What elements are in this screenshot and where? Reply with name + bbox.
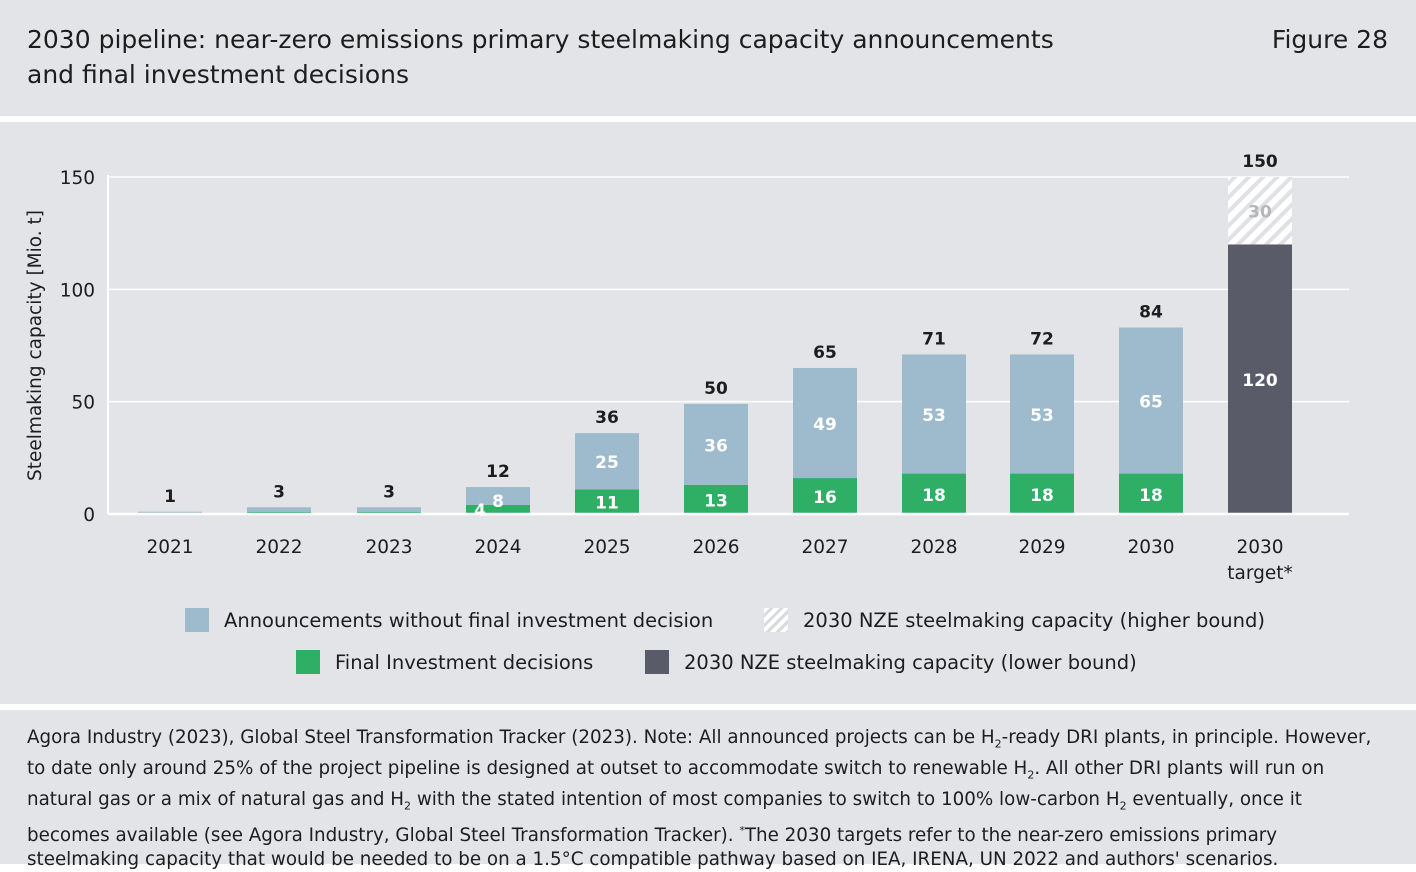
source-note-part: with the stated intention of most compan… xyxy=(411,788,1120,810)
x-tick-label: 2024 xyxy=(474,537,521,558)
bar-total-label: 3 xyxy=(383,482,395,502)
segment-value-label: 36 xyxy=(704,436,728,456)
footer-panel: Agora Industry (2023), Global Steel Tran… xyxy=(0,710,1416,870)
segment-value-label: 16 xyxy=(813,488,837,508)
x-tick-label: 2025 xyxy=(583,537,630,558)
bar-segment-fid xyxy=(575,489,639,514)
legend-item-nze-lower: 2030 NZE steelmaking capacity (lower bou… xyxy=(645,650,1137,674)
bar-segment-announcements xyxy=(575,433,639,490)
legend-label-nze-lower: 2030 NZE steelmaking capacity (lower bou… xyxy=(684,650,1137,674)
x-tick-label: 2028 xyxy=(910,537,957,558)
x-tick-label: 2027 xyxy=(801,537,848,558)
x-tick-label: 2021 xyxy=(146,537,193,558)
bar-total-label: 65 xyxy=(813,343,837,363)
legend-swatch-nze-lower xyxy=(645,650,669,674)
bar-total-label: 84 xyxy=(1139,303,1163,323)
bar-segment-announcements xyxy=(1010,354,1074,474)
legend-item-fid: Final Investment decisions xyxy=(296,650,593,674)
segment-value-label: 65 xyxy=(1139,393,1163,413)
y-tick-label: 100 xyxy=(60,280,95,301)
legend-label-announcements: Announcements without final investment d… xyxy=(224,608,714,632)
segment-value-label: 18 xyxy=(1139,486,1163,506)
y-tick-label: 50 xyxy=(71,393,95,414)
segment-value-label: 13 xyxy=(704,491,728,511)
x-tick-label: 2030 xyxy=(1127,537,1174,558)
y-axis-title: Steelmaking capacity [Mio. t] xyxy=(25,210,46,481)
segment-value-label: 49 xyxy=(813,415,837,435)
segment-value-label: 18 xyxy=(1030,486,1054,506)
segment-value-label: 30 xyxy=(1248,203,1272,223)
bar-total-label: 50 xyxy=(704,379,728,399)
subscript: 2 xyxy=(1027,768,1035,782)
legend-swatch-nze-higher xyxy=(764,608,788,632)
source-note-part: -ready DRI plants, in principle. However… xyxy=(27,727,1372,779)
bar-segment-nze-lower xyxy=(1228,244,1292,514)
source-note-part: . All other DRI plants will run on natur… xyxy=(27,757,1325,810)
legend-label-fid: Final Investment decisions xyxy=(335,650,594,674)
x-tick-label: 2029 xyxy=(1018,537,1065,558)
bar-segment-fid xyxy=(1010,473,1074,514)
bar-segment-fid xyxy=(902,473,966,514)
bar-segment-fid xyxy=(793,478,857,514)
legend-item-announcements: Announcements without final investment d… xyxy=(185,608,713,632)
bar-segment-announcements xyxy=(247,507,311,512)
bar-total-label: 150 xyxy=(1242,152,1278,172)
x-tick-label: 2026 xyxy=(692,537,739,558)
segment-value-label: 53 xyxy=(922,406,946,426)
source-note-part: eventually, once it becomes available (s… xyxy=(27,788,1302,846)
bar-total-label: 1 xyxy=(164,487,176,507)
figure-label: Figure 28 xyxy=(1271,25,1388,54)
bar-segment-announcements xyxy=(466,487,530,506)
legend-item-nze-higher: 2030 NZE steelmaking capacity (higher bo… xyxy=(764,608,1265,632)
source-note-part: Agora Industry (2023), Global Steel Tran… xyxy=(27,727,995,748)
x-tick-label-line2: target* xyxy=(1227,563,1293,584)
bar-segment-announcements xyxy=(793,367,857,479)
segment-value-label: 53 xyxy=(1030,406,1054,426)
bar-segment-nze-higher xyxy=(1228,177,1292,245)
x-tick-label: 2023 xyxy=(365,537,412,558)
bar-segment-fid xyxy=(684,484,748,514)
asterisk: * xyxy=(739,823,745,837)
bar-total-label: 12 xyxy=(486,462,510,482)
subscript: 2 xyxy=(404,799,412,813)
subscript: 2 xyxy=(994,737,1002,751)
bar-chart: 1 3 34 812112536133650164965185371185372186… xyxy=(25,152,1349,584)
segment-value-label: 18 xyxy=(922,486,946,506)
bar-segment-announcements xyxy=(1119,327,1183,474)
bar-segment-announcements xyxy=(357,507,421,512)
segment-value-label: 120 xyxy=(1242,371,1278,391)
bar-total-label: 36 xyxy=(595,408,619,428)
bar-total-label: 72 xyxy=(1030,329,1054,349)
legend-label-nze-higher: 2030 NZE steelmaking capacity (higher bo… xyxy=(803,608,1265,632)
y-tick-label: 150 xyxy=(60,168,95,189)
bar-segment-announcements xyxy=(684,403,748,485)
x-tick-label: 2022 xyxy=(255,537,302,558)
legend-swatch-announcements xyxy=(185,608,209,632)
subscript: 2 xyxy=(1119,799,1127,813)
bar-segment-fid xyxy=(1119,473,1183,514)
chart-title: 2030 pipeline: near-zero emissions prima… xyxy=(27,25,1054,89)
header-panel: 2030 pipeline: near-zero emissions prima… xyxy=(0,0,1416,116)
segment-value-label: 8 xyxy=(492,492,504,512)
legend-swatch-fid xyxy=(296,650,320,674)
source-note: Agora Industry (2023), Global Steel Tran… xyxy=(27,726,1389,872)
segment-value-label: 11 xyxy=(595,494,619,514)
bar-segment-fid xyxy=(466,505,530,514)
bar-total-label: 71 xyxy=(922,329,946,349)
bar-segment-announcements xyxy=(902,354,966,474)
segment-value-label: 4 xyxy=(474,501,486,521)
y-tick-label: 0 xyxy=(83,505,95,526)
x-tick-label: 2030 xyxy=(1236,537,1283,558)
bar-total-label: 3 xyxy=(273,482,285,502)
segment-value-label: 25 xyxy=(595,453,619,473)
